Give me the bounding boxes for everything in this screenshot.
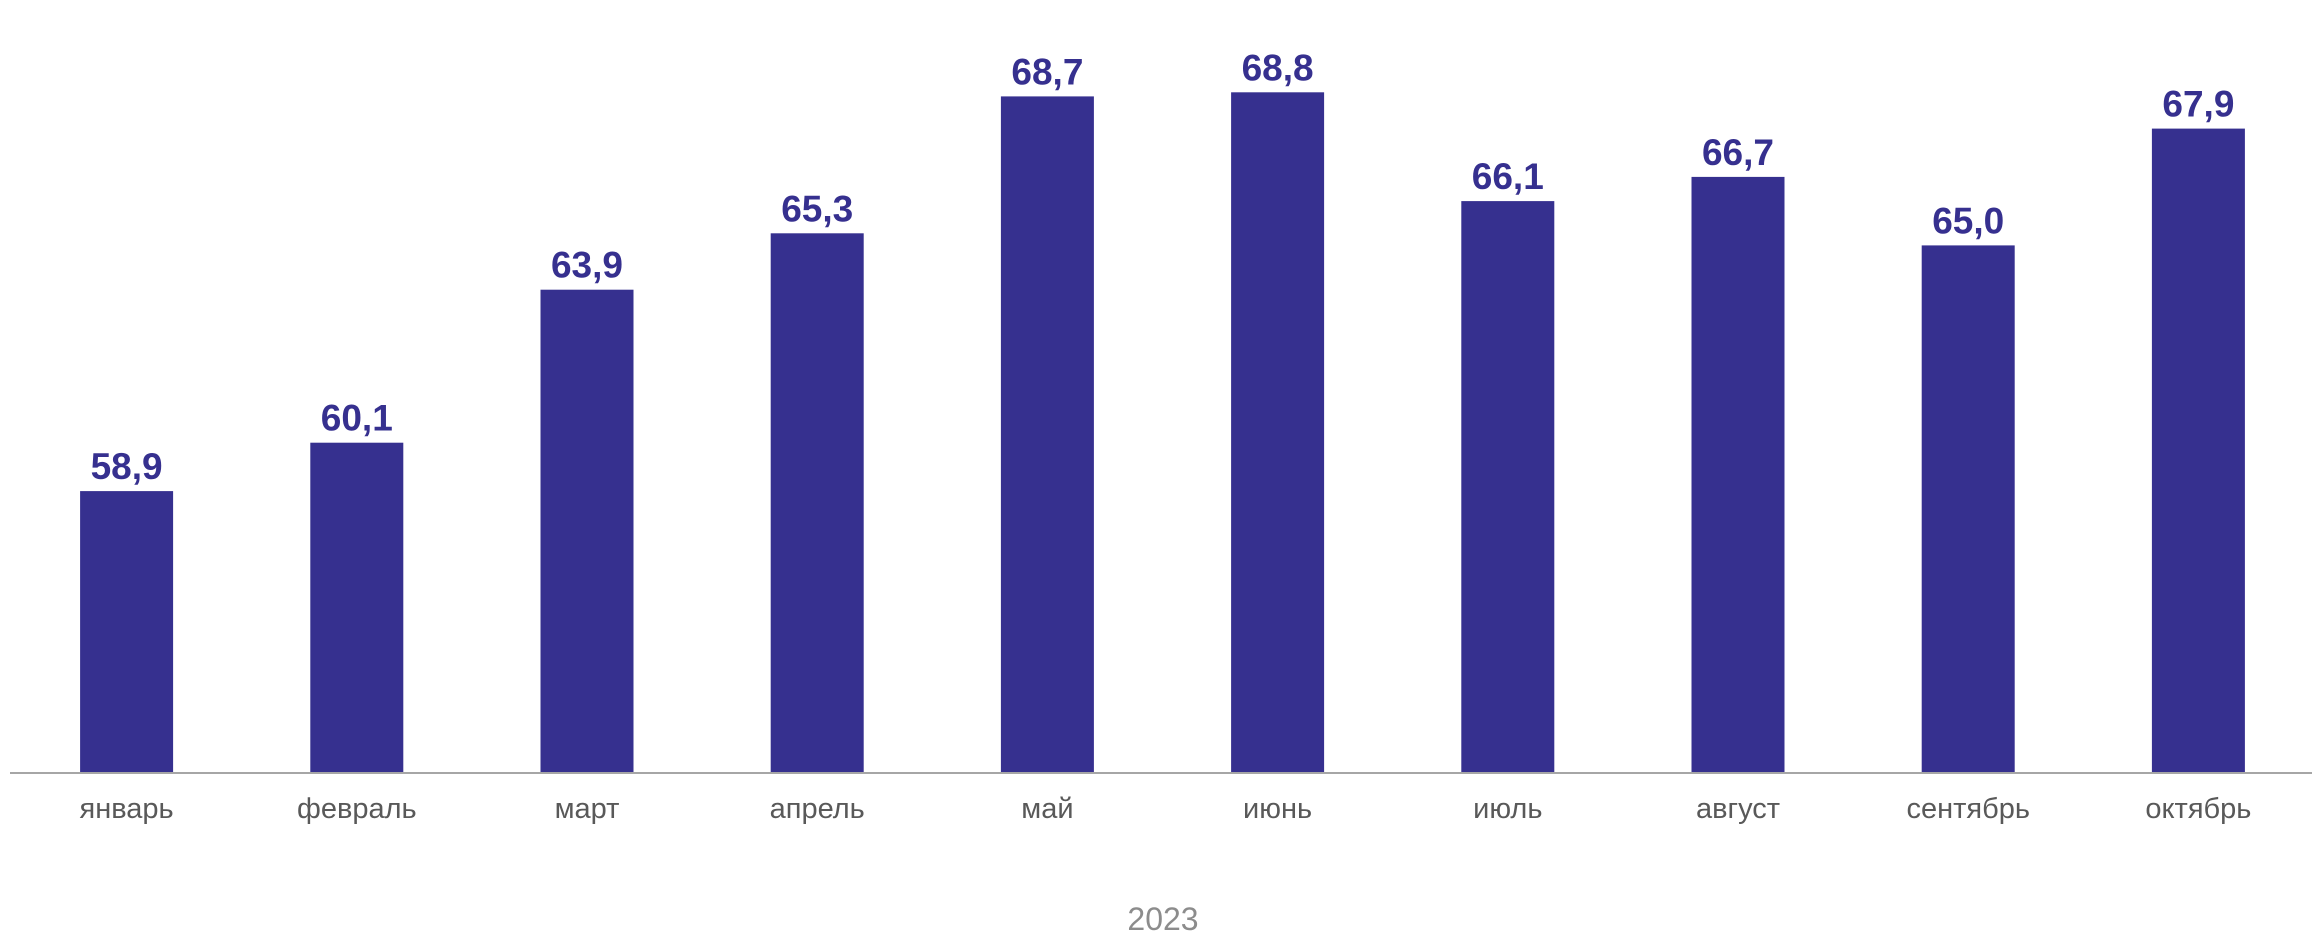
value-label-3: 63,9 — [551, 245, 623, 286]
bar-7 — [1461, 201, 1555, 774]
value-label-10: 67,9 — [2162, 84, 2234, 125]
bar-9 — [1921, 245, 2015, 773]
x-tick-label-7: июль — [1473, 793, 1542, 825]
x-tick-label-2: февраль — [297, 793, 417, 825]
x-tick-label-9: сентябрь — [1906, 793, 2029, 825]
x-group-label: 2023 — [1127, 901, 1198, 933]
x-tick-label-3: март — [555, 793, 620, 825]
value-labels-group: 58,9 60,1 63,9 65,3 68,7 68,8 66,1 66,7 65,0 67,9 — [91, 47, 2235, 487]
x-tick-label-5: май — [1021, 793, 1073, 825]
bar-4 — [770, 233, 864, 774]
bar-5 — [1000, 96, 1094, 773]
value-label-1: 58,9 — [91, 446, 163, 487]
bar-6 — [1231, 92, 1325, 774]
value-label-6: 68,8 — [1242, 47, 1314, 88]
x-tick-label-6: июнь — [1243, 793, 1312, 825]
x-tick-labels-group: январь февраль март апрель май июнь июль август… — [80, 793, 2252, 825]
bar-1 — [80, 491, 174, 773]
bars-group — [80, 92, 2245, 774]
bar-2 — [310, 442, 404, 773]
x-tick-label-10: октябрь — [2145, 793, 2251, 825]
value-label-8: 66,7 — [1702, 132, 1774, 173]
value-label-4: 65,3 — [781, 188, 853, 229]
bar-10 — [2151, 128, 2245, 774]
value-label-9: 65,0 — [1932, 200, 2004, 241]
bar-3 — [540, 289, 634, 773]
x-tick-label-4: апрель — [770, 793, 865, 825]
value-label-2: 60,1 — [321, 398, 393, 439]
bar-8 — [1691, 176, 1785, 773]
x-tick-label-1: январь — [80, 793, 174, 825]
value-label-5: 68,7 — [1011, 51, 1083, 92]
x-tick-label-8: август — [1696, 793, 1780, 825]
value-label-7: 66,1 — [1472, 156, 1544, 197]
